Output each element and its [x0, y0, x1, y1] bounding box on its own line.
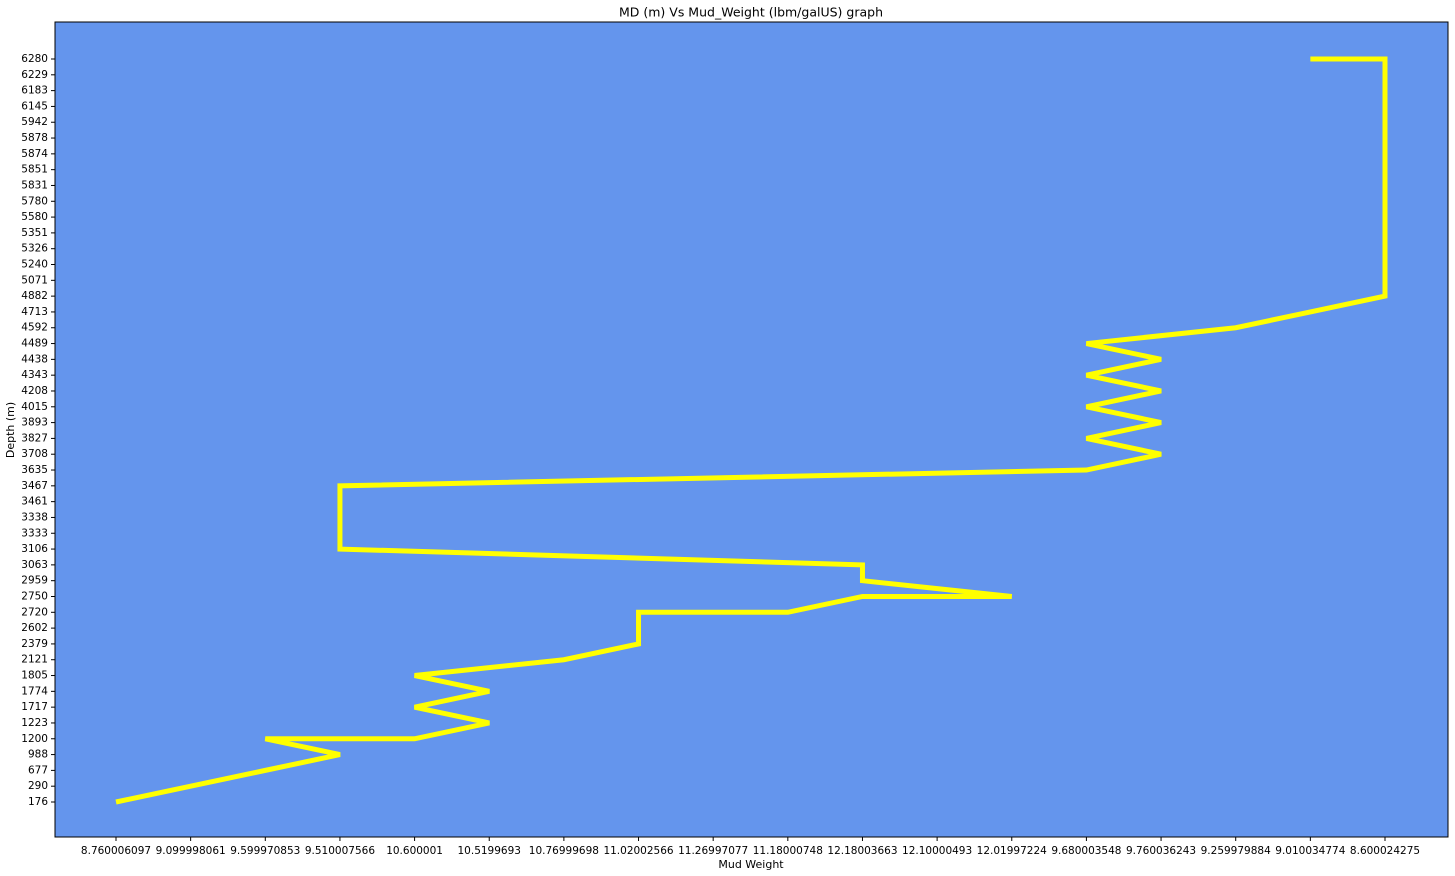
x-tick-label: 10.600001	[386, 845, 443, 857]
y-tick-label: 988	[28, 749, 48, 761]
y-tick-label: 3635	[21, 464, 48, 476]
x-tick-label: 9.510007566	[305, 845, 375, 857]
y-tick-label: 5351	[21, 227, 48, 239]
y-tick-label: 290	[28, 780, 48, 792]
x-tick-label: 10.5199693	[458, 845, 521, 857]
x-axis-label: Mud Weight	[718, 858, 784, 871]
y-tick-label: 1200	[21, 733, 48, 745]
y-tick-label: 4015	[21, 401, 48, 413]
x-tick-label: 12.10000493	[902, 845, 972, 857]
y-tick-label: 5780	[21, 195, 48, 207]
y-tick-label: 4438	[21, 353, 48, 365]
y-tick-label: 2121	[21, 654, 48, 666]
x-tick-label: 12.18003663	[827, 845, 897, 857]
x-tick-label: 9.760036243	[1126, 845, 1196, 857]
y-tick-label: 2602	[21, 622, 48, 634]
y-tick-label: 2750	[21, 590, 48, 602]
y-tick-label: 3461	[21, 496, 48, 508]
y-tick-label: 3333	[21, 527, 48, 539]
x-tick-label: 11.02002566	[603, 845, 673, 857]
y-tick-label: 1717	[21, 701, 48, 713]
y-tick-label: 1774	[21, 685, 48, 697]
x-tick-label: 9.010034774	[1275, 845, 1345, 857]
x-tick-label: 8.760006097	[81, 845, 151, 857]
y-tick-label: 3338	[21, 511, 48, 523]
y-tick-label: 3106	[21, 543, 48, 555]
y-tick-label: 6229	[21, 69, 48, 81]
y-tick-label: 3708	[21, 448, 48, 460]
y-tick-label: 1223	[21, 717, 48, 729]
y-tick-label: 2959	[21, 575, 48, 587]
y-tick-label: 176	[28, 796, 48, 808]
y-tick-label: 3827	[21, 432, 48, 444]
y-tick-label: 2379	[21, 638, 48, 650]
plot-area	[54, 21, 1449, 838]
y-tick-label: 5851	[21, 164, 48, 176]
x-tick-label: 11.26997077	[678, 845, 748, 857]
y-tick-label: 4592	[21, 322, 48, 334]
x-tick-label: 9.599970853	[230, 845, 300, 857]
chart-title: MD (m) Vs Mud_Weight (lbm/galUS) graph	[619, 5, 883, 20]
y-tick-label: 5874	[21, 148, 48, 160]
x-tick-label: 9.680003548	[1051, 845, 1121, 857]
y-tick-label: 4882	[21, 290, 48, 302]
y-tick-label: 4713	[21, 306, 48, 318]
x-tick-label: 8.600024275	[1350, 845, 1420, 857]
y-tick-label: 5240	[21, 259, 48, 271]
y-tick-label: 4343	[21, 369, 48, 381]
y-axis-label: Depth (m)	[4, 402, 17, 458]
y-tick-label: 2720	[21, 606, 48, 618]
y-tick-label: 1805	[21, 670, 48, 682]
x-tick-label: 10.76999698	[529, 845, 599, 857]
y-tick-label: 6183	[21, 85, 48, 97]
x-tick-label: 9.099998061	[156, 845, 226, 857]
y-tick-label: 3893	[21, 417, 48, 429]
y-tick-label: 6145	[21, 100, 48, 112]
y-tick-label: 4489	[21, 338, 48, 350]
x-tick-label: 9.259979884	[1201, 845, 1271, 857]
y-tick-label: 3063	[21, 559, 48, 571]
y-tick-label: 4208	[21, 385, 48, 397]
y-tick-label: 5831	[21, 179, 48, 191]
y-tick-label: 5071	[21, 274, 48, 286]
x-tick-label: 12.01997224	[977, 845, 1047, 857]
y-tick-label: 5580	[21, 211, 48, 223]
y-tick-label: 5942	[21, 116, 48, 128]
y-tick-label: 3467	[21, 480, 48, 492]
x-tick-label: 11.18000748	[753, 845, 823, 857]
y-tick-label: 6280	[21, 53, 48, 65]
y-tick-label: 5878	[21, 132, 48, 144]
data-line	[115, 56, 1388, 805]
y-tick-label: 677	[28, 764, 48, 776]
y-tick-label: 5326	[21, 243, 48, 255]
